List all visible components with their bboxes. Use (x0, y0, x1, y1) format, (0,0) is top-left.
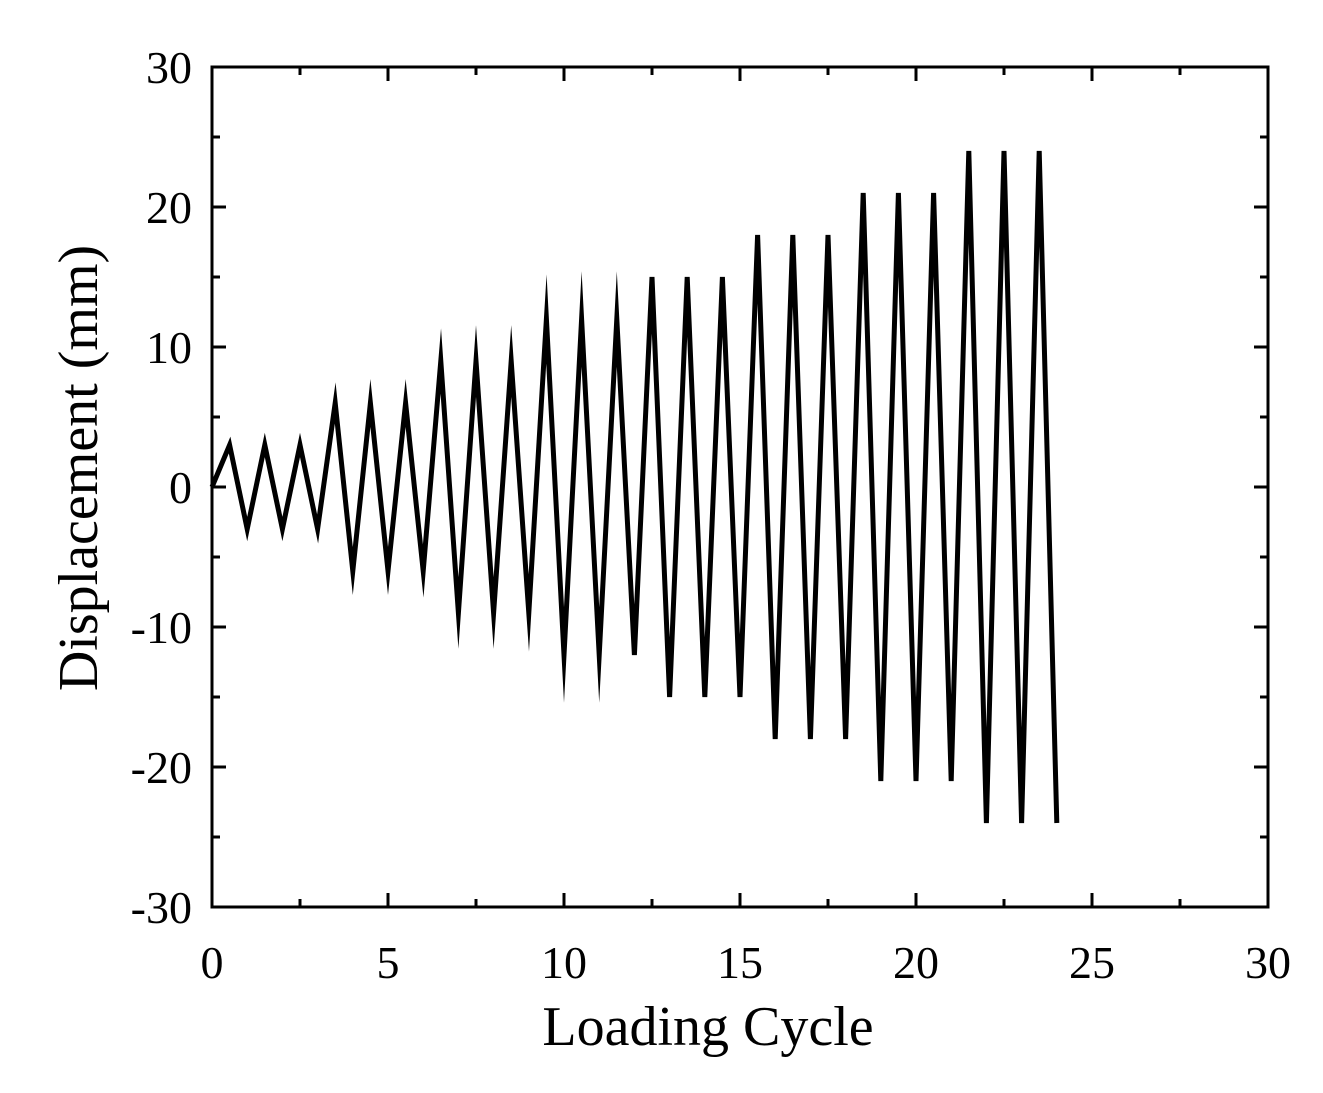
y-tick-label: 10 (146, 322, 192, 373)
x-tick-label: 0 (201, 937, 224, 988)
y-axis-title: Displacement (mm) (48, 245, 110, 691)
y-tick-label: 30 (146, 42, 192, 93)
x-tick-label: 25 (1069, 937, 1115, 988)
y-tick-label: 0 (169, 462, 192, 513)
y-tick-label: -20 (131, 742, 192, 793)
x-tick-label: 10 (541, 937, 587, 988)
x-axis-title: Loading Cycle (542, 996, 873, 1058)
x-tick-label: 15 (717, 937, 763, 988)
x-tick-label: 20 (893, 937, 939, 988)
x-axis-tick-labels: 0 5 10 15 20 25 30 (201, 937, 1292, 988)
y-tick-label: -10 (131, 602, 192, 653)
y-axis-ticks (212, 65, 1268, 909)
plot-area-frame (210, 65, 1270, 909)
y-axis-tick-labels: -30 -20 -10 0 10 20 30 (131, 42, 192, 933)
y-tick-label: 20 (146, 182, 192, 233)
series-line (209, 150, 1060, 824)
series-layer (209, 150, 1060, 824)
x-tick-label: 5 (377, 937, 400, 988)
x-axis-ticks (210, 67, 1270, 907)
y-tick-label: -30 (131, 882, 192, 933)
x-tick-label: 30 (1245, 937, 1291, 988)
